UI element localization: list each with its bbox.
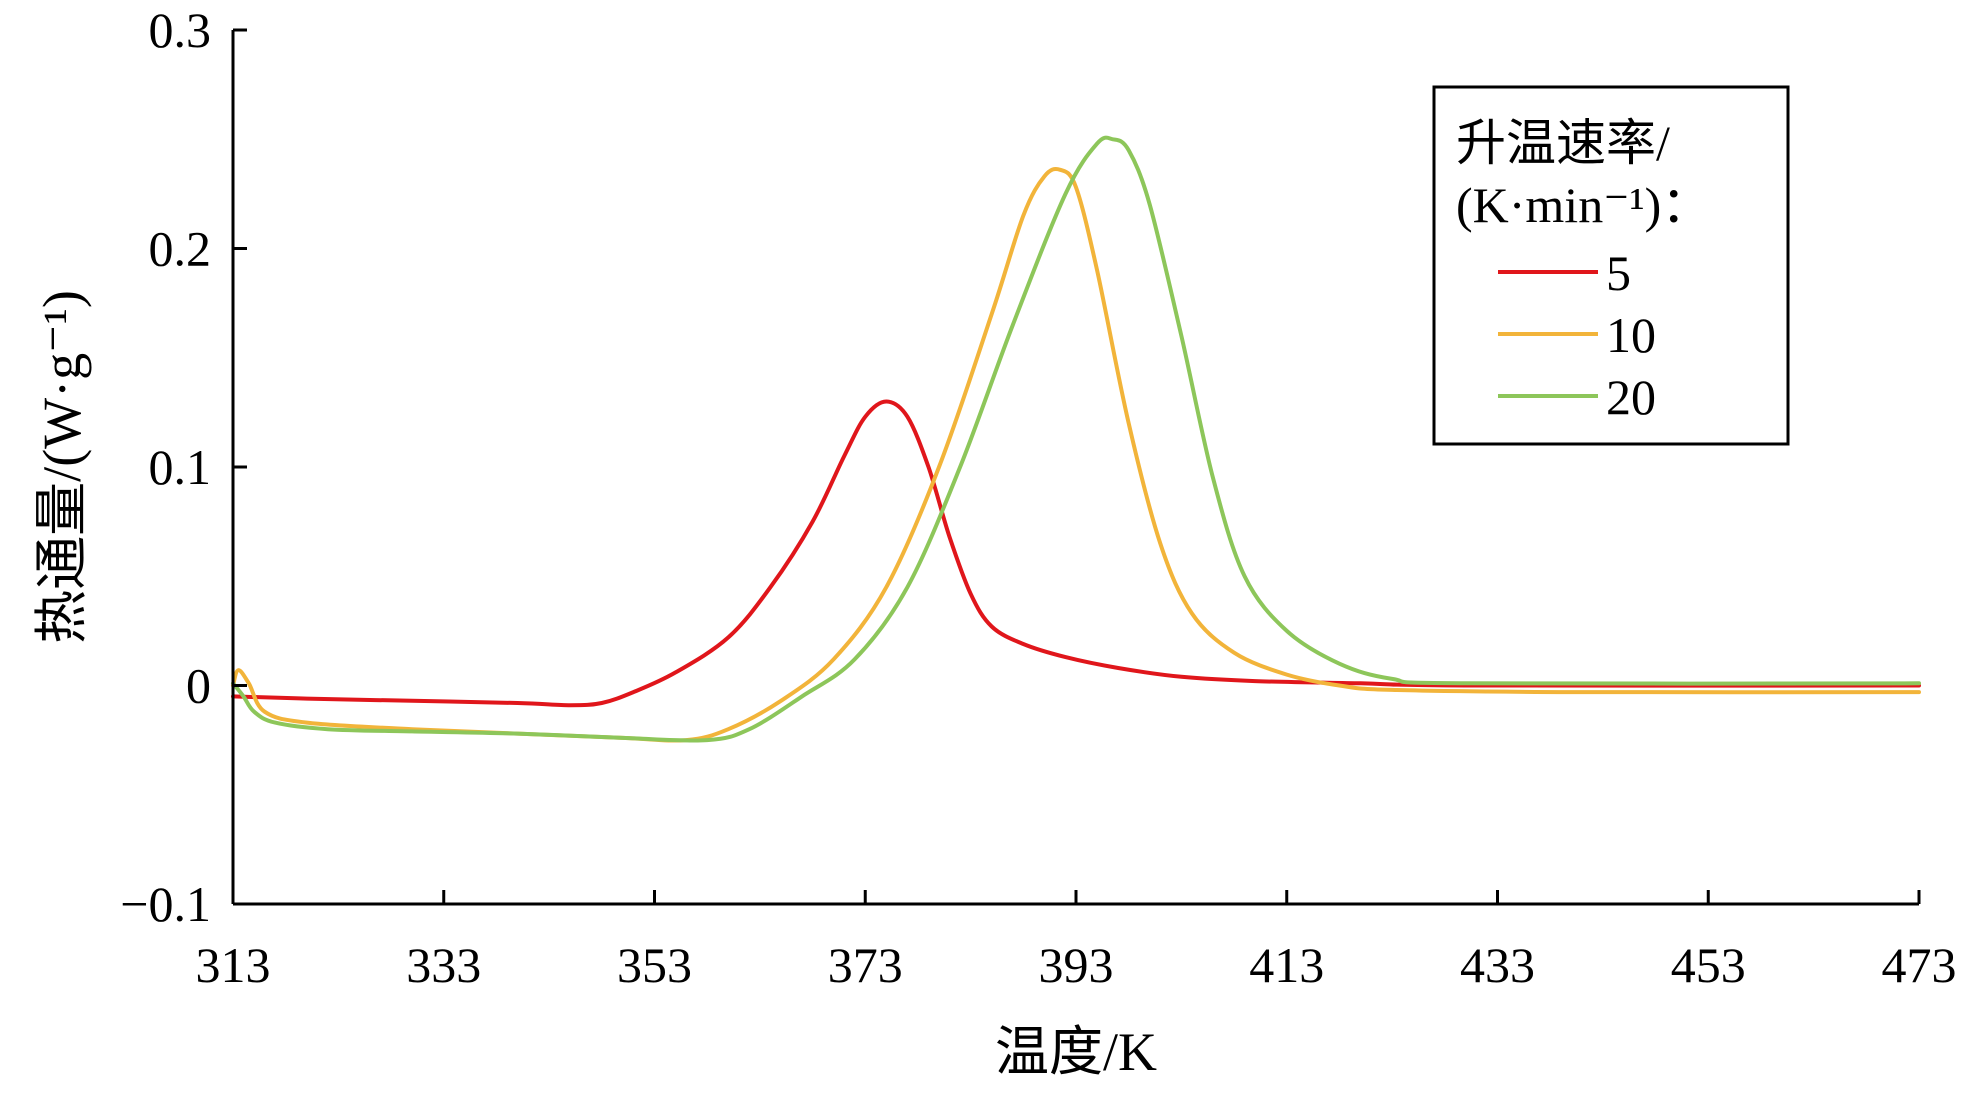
y-tick-label: 0.2 bbox=[149, 221, 212, 277]
plot-area bbox=[231, 135, 1921, 743]
legend-label-20: 20 bbox=[1606, 369, 1656, 425]
series-line-20 bbox=[231, 135, 1921, 743]
series-line-5 bbox=[231, 399, 1921, 708]
x-tick-label: 313 bbox=[196, 937, 271, 993]
legend-entries: 5 10 20 bbox=[1498, 245, 1656, 425]
x-ticks: 313 333 353 373 393 413 433 453 473 bbox=[196, 890, 1957, 993]
x-tick-label: 353 bbox=[617, 937, 692, 993]
x-tick-label: 393 bbox=[1039, 937, 1114, 993]
y-axis-title: 热通量/(W·g⁻¹) bbox=[32, 290, 92, 644]
legend-box bbox=[1432, 85, 1790, 446]
y-tick-label: 0.1 bbox=[149, 439, 212, 495]
x-tick-label: 473 bbox=[1882, 937, 1957, 993]
legend-title-line2: (K·min⁻¹)： bbox=[1456, 177, 1711, 233]
y-tick-label: 0 bbox=[186, 658, 211, 714]
x-tick-label: 413 bbox=[1249, 937, 1324, 993]
legend-label-10: 10 bbox=[1606, 307, 1656, 363]
legend: 升温速率/ (K·min⁻¹)： 5 10 20 bbox=[1432, 85, 1790, 446]
x-axis-title: 温度/K bbox=[995, 1022, 1157, 1082]
y-tick-label: −0.1 bbox=[120, 876, 211, 932]
y-ticks: −0.1 0 0.1 0.2 0.3 bbox=[120, 2, 247, 932]
x-tick-label: 453 bbox=[1671, 937, 1746, 993]
legend-label-5: 5 bbox=[1606, 245, 1631, 301]
x-tick-label: 333 bbox=[406, 937, 481, 993]
x-tick-label: 373 bbox=[828, 937, 903, 993]
legend-title-line1: 升温速率/ bbox=[1456, 115, 1670, 171]
x-tick-label: 433 bbox=[1460, 937, 1535, 993]
y-tick-label: 0.3 bbox=[149, 2, 212, 58]
